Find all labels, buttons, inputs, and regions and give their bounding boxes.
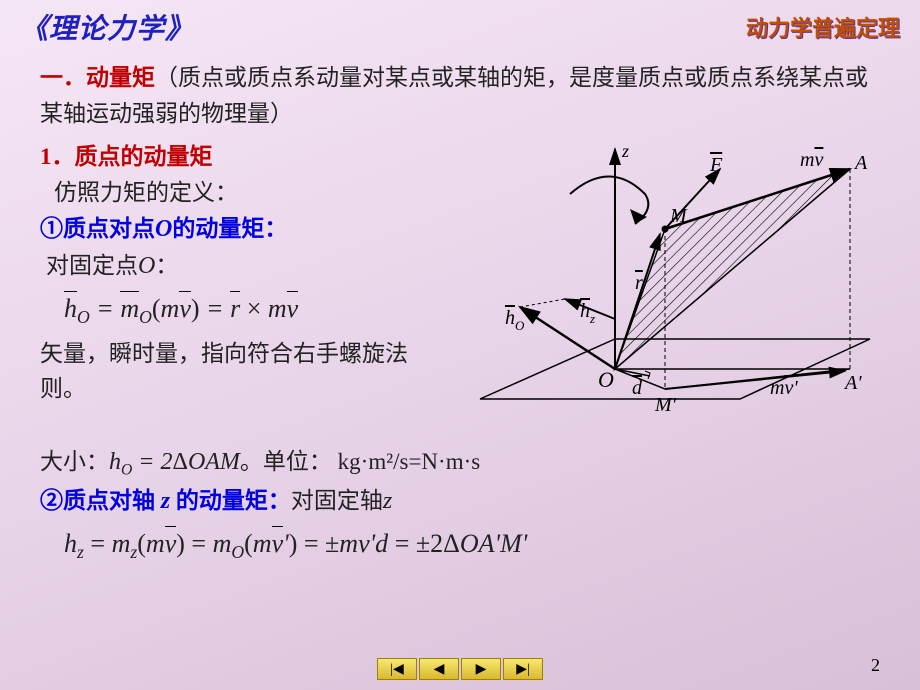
circ-1-icon: ① — [40, 216, 63, 241]
nav-first-button[interactable]: |◀ — [377, 658, 417, 680]
circ-2-icon: ② — [40, 488, 63, 513]
book-title: 《理论力学》 — [20, 7, 194, 47]
size-hsub: O — [121, 462, 132, 479]
item1-O2: O — [138, 253, 155, 279]
label-Ap: A' — [843, 372, 862, 394]
item2-b: 的动量矩： — [170, 488, 291, 513]
size-tri: OAM — [188, 449, 240, 475]
label-d: d — [632, 377, 643, 399]
size-line: 大小：hO = 2ΔOAM。单位： kg·m²/s=N·m·s — [40, 444, 880, 483]
chapter-title: 动力学普遍定理 — [746, 11, 900, 43]
eq-m: m — [161, 294, 180, 323]
size-units: kg·m²/s=N·m·s — [332, 449, 480, 474]
eq-v2: v — [287, 294, 299, 323]
eqz-mvd: mv'd — [339, 529, 388, 558]
label-hO: hO — [505, 307, 525, 333]
sub1-number: 1． — [40, 144, 75, 169]
nav-bar: |◀ ◀ ▶ ▶| — [377, 658, 543, 680]
eqz-tri: OA'M' — [460, 529, 527, 558]
label-M: M — [669, 205, 688, 227]
item1-a: 质点对点 — [63, 216, 155, 241]
size-h: h — [109, 449, 121, 475]
page-number: 2 — [871, 655, 880, 676]
item2-a: 质点对轴 — [63, 488, 161, 513]
size-prefix: 大小： — [40, 449, 109, 474]
sub1-title: 质点的动量矩 — [75, 144, 213, 169]
eq-eq2: = — [200, 294, 231, 323]
item2-z: z — [161, 488, 170, 514]
eqz-m: m — [146, 529, 165, 558]
eqz-eq3: = ± — [297, 529, 339, 558]
eqz-mOsub: O — [231, 542, 244, 562]
eq-mOsub: O — [139, 307, 152, 327]
diagram: z — [450, 139, 880, 440]
eqz-rp: ) — [176, 529, 185, 558]
section-heading: 一．动量矩（质点或质点系动量对某点或某轴的矩，是度量质点或质点系绕某点或某轴运动… — [40, 60, 880, 131]
svg-text:r: r — [635, 272, 643, 294]
item2-z2: z — [383, 488, 392, 514]
eq-hO-eq: = — [90, 294, 121, 323]
eq-lp: ( — [152, 294, 161, 323]
item2-fixed: 对固定轴 — [291, 488, 383, 513]
label-mvp: mv' — [770, 377, 798, 399]
eq-rp: ) — [191, 294, 200, 323]
eqz-mz: m — [112, 529, 131, 558]
section-paren: （质点或质点系动量对某点或某轴的矩，是度量质点或质点系绕某点或某轴运动强弱的物理… — [40, 65, 868, 126]
label-F: F — [709, 154, 723, 176]
item1-fixed: 对固定点O： — [46, 248, 440, 285]
equation-hz: hz = mz(mv) = mO(mv') = ±mv'd = ±2ΔOA'M' — [64, 524, 880, 567]
eqz-lp: ( — [137, 529, 146, 558]
eqz-v2: v — [272, 529, 284, 558]
eqz-hsub: z — [77, 542, 84, 562]
eq-m2: m — [268, 294, 287, 323]
section-number: 一． — [40, 65, 86, 90]
label-A: A — [853, 152, 868, 174]
eqz-m2: m — [253, 529, 272, 558]
eq-mO: m — [120, 294, 139, 323]
label-hz: hz — [580, 300, 595, 326]
item1-b: 的动量矩： — [172, 216, 287, 241]
section-title: 动量矩 — [86, 65, 155, 90]
nav-last-button[interactable]: ▶| — [503, 658, 543, 680]
label-mv: mv — [800, 149, 823, 171]
equation-hO: hO = mO(mv) = r × mv — [64, 289, 440, 332]
eqz-h: h — [64, 529, 77, 558]
nav-prev-button[interactable]: ◀ — [419, 658, 459, 680]
item1-fixed-txt: 对固定点 — [46, 253, 138, 278]
eqz-mO: m — [213, 529, 232, 558]
size-eq: = 2 — [132, 449, 172, 475]
sub1-line: 仿照力矩的定义： — [54, 175, 440, 211]
eqz-v: v — [165, 529, 177, 558]
label-z: z — [621, 141, 629, 161]
eqz-eq4: = ±2 — [388, 529, 443, 558]
item1-colon: ： — [155, 253, 178, 278]
item-1-head: ①质点对点O的动量矩： — [40, 211, 440, 248]
eq-times: × — [240, 294, 268, 323]
label-O: O — [598, 367, 614, 392]
eqz-eq: = — [84, 529, 112, 558]
label-r: r — [635, 272, 643, 294]
size-unitlbl: 单位： — [263, 449, 332, 474]
nav-next-button[interactable]: ▶ — [461, 658, 501, 680]
eq-hO-h: h — [64, 294, 77, 323]
size-delta: Δ — [173, 449, 188, 475]
eq-r: r — [230, 294, 240, 323]
label-Mp: M' — [654, 394, 677, 416]
size-period: 。 — [240, 449, 263, 474]
eqz-eq2: = — [185, 529, 213, 558]
eq-hO-sub: O — [77, 307, 90, 327]
eq-v: v — [179, 294, 191, 323]
item1-O: O — [155, 216, 172, 242]
svg-text:F: F — [709, 154, 723, 176]
item1-desc: 矢量，瞬时量，指向符合右手螺旋法则。 — [40, 336, 440, 407]
eqz-delta: Δ — [443, 529, 460, 558]
subsection-1: 1．质点的动量矩 — [40, 139, 440, 175]
eqz-lp2: ( — [244, 529, 253, 558]
item-2-head: ②质点对轴 z 的动量矩：对固定轴z — [40, 483, 880, 520]
